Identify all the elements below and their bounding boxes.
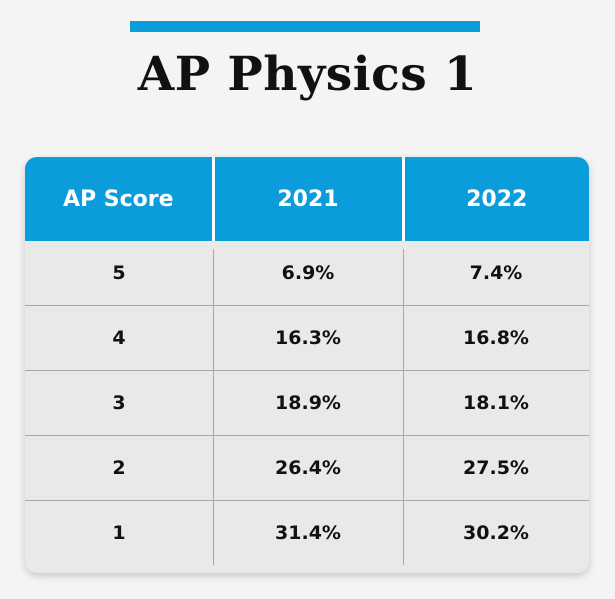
table-cell-value-2022: 27.5% [403,435,589,501]
page-title: AP Physics 1 [137,47,478,102]
column-divider [403,306,404,370]
table-cell-value-2022: 18.1% [403,370,589,436]
cell-value: 6.9% [281,262,335,284]
table-cell-score: 3 [25,370,213,436]
column-divider [403,371,404,435]
table-cell-score: 1 [25,500,213,565]
cell-value: 4 [112,327,126,349]
table-row: 1 31.4% 30.2% [25,500,589,565]
cell-value: 18.1% [463,392,529,414]
cell-value: 3 [112,392,126,414]
column-divider [213,501,214,565]
cell-value: 2 [112,457,126,479]
column-divider [403,436,404,500]
table-header-row: AP Score 2021 2022 [25,157,589,241]
cell-value: 31.4% [275,522,341,544]
cell-value: 7.4% [469,262,523,284]
cell-value: 30.2% [463,522,529,544]
table-row: 3 18.9% 18.1% [25,370,589,436]
column-divider [213,436,214,500]
table-cell-value-2021: 6.9% [213,241,403,306]
table-cell-value-2022: 7.4% [403,241,589,306]
cell-value: 1 [112,522,126,544]
column-header-2022: 2022 [401,157,589,241]
cell-value: 16.8% [463,327,529,349]
title-accent-bar [130,21,480,32]
table-cell-score: 4 [25,305,213,371]
column-header-2021: 2021 [211,157,403,241]
table-cell-value-2022: 30.2% [403,500,589,565]
score-table-card: AP Score 2021 2022 5 6.9% 7.4% 4 16.3% 16.8% 3… [25,157,589,573]
column-divider [213,371,214,435]
table-cell-score: 5 [25,241,213,306]
table-cell-value-2021: 18.9% [213,370,403,436]
column-divider [213,249,214,305]
cell-value: 5 [112,262,126,284]
cell-value: 18.9% [275,392,341,414]
table-cell-value-2021: 16.3% [213,305,403,371]
table-cell-value-2022: 16.8% [403,305,589,371]
column-header-ap-score: AP Score [25,157,213,241]
table-body: 5 6.9% 7.4% 4 16.3% 16.8% 3 18.9% 18.1% 2 26.4% 27.… [25,241,589,565]
column-divider [403,249,404,305]
score-table: AP Score 2021 2022 5 6.9% 7.4% 4 16.3% 16.8% 3… [25,157,589,565]
table-row: 5 6.9% 7.4% [25,241,589,306]
table-cell-score: 2 [25,435,213,501]
table-cell-value-2021: 26.4% [213,435,403,501]
cell-value: 26.4% [275,457,341,479]
cell-value: 16.3% [275,327,341,349]
column-divider [403,501,404,565]
table-cell-value-2021: 31.4% [213,500,403,565]
cell-value: 27.5% [463,457,529,479]
table-row: 4 16.3% 16.8% [25,305,589,371]
table-row: 2 26.4% 27.5% [25,435,589,501]
column-divider [213,306,214,370]
